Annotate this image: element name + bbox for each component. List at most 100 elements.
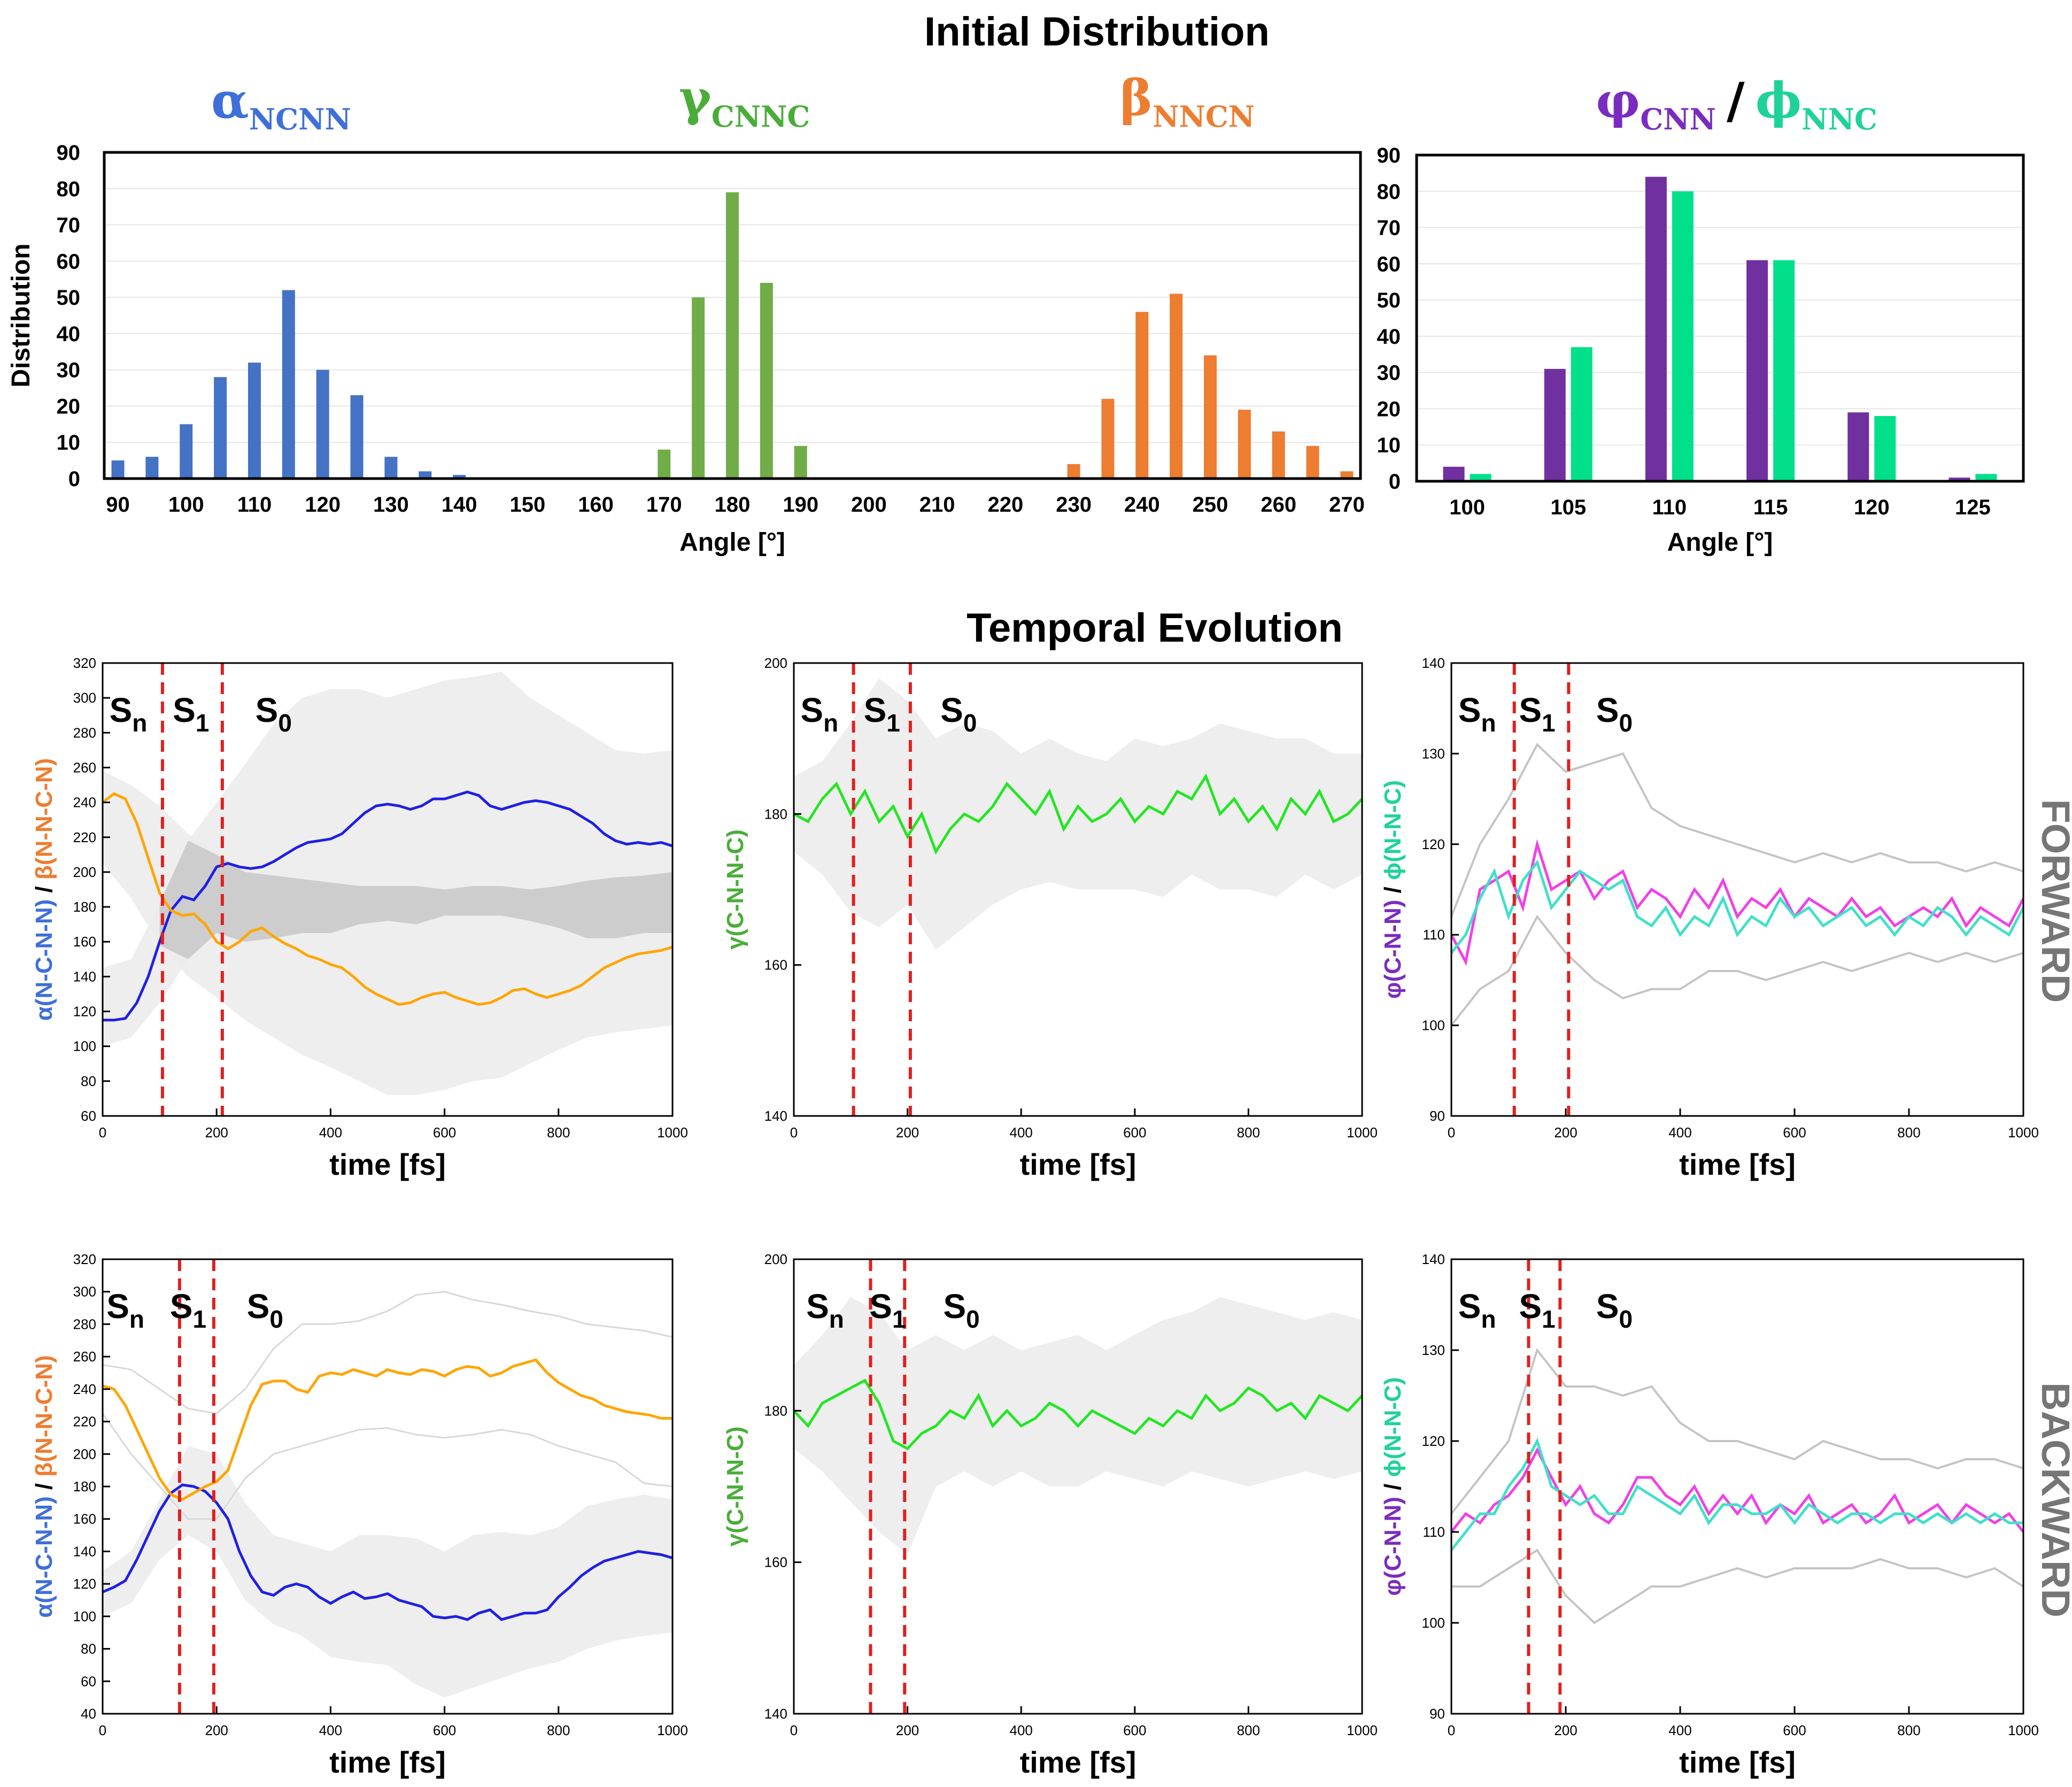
y-tick-label: 60 (81, 1108, 96, 1124)
state-label: S1 (864, 691, 900, 737)
x-tick-label: 150 (509, 493, 545, 517)
chart-bwd_ab: Sn S1 S0 0 200 400 600 800 1000 40 60 80 100 120 140 16… (31, 1251, 688, 1779)
x-tick-label: 0 (790, 1124, 798, 1141)
y-tick-label: 90 (57, 141, 81, 165)
y-tick-label: 100 (1422, 1615, 1445, 1631)
x-tick-label: 100 (1449, 496, 1485, 519)
bar (180, 424, 193, 479)
series-line-ϕ (1451, 859, 2023, 954)
bar (1874, 416, 1896, 481)
state-label: Sn (1458, 1287, 1496, 1333)
bar (1470, 474, 1491, 481)
plot-frame (1450, 1258, 2024, 1715)
row-label-forward: FORWARD (2034, 799, 2072, 1003)
plot-frame (793, 662, 1363, 1117)
y-tick-label: 60 (81, 1673, 96, 1689)
y-tick-label: 130 (1422, 745, 1445, 761)
bar (1672, 191, 1694, 481)
y-tick-label: 100 (1422, 1018, 1445, 1034)
state-label: Sn (110, 691, 148, 737)
y-tick-label: 10 (1377, 434, 1401, 457)
legend-phi: φCNN / ϕNNC (1596, 72, 1877, 136)
legend-beta: βNNCN (1120, 69, 1255, 134)
x-tick-label: 200 (851, 493, 887, 517)
title-temporal-evolution: Temporal Evolution (967, 605, 1343, 651)
y-tick-label: 320 (73, 1251, 96, 1267)
x-tick-label: 90 (106, 493, 130, 517)
y-tick-label: 200 (73, 864, 96, 880)
legend-alpha: αNCNN (211, 72, 351, 136)
bar (214, 377, 227, 479)
legend-gamma: γCNNC (679, 69, 810, 134)
y-tick-label: 130 (1422, 1342, 1445, 1358)
x-tick-label: 800 (1237, 1722, 1260, 1738)
y-tick-label: 20 (1377, 397, 1401, 421)
y-tick-label: 90 (1377, 144, 1401, 167)
plot-frame (793, 1258, 1363, 1715)
plot-area (794, 1297, 1362, 1555)
x-tick-label: 1000 (657, 1124, 688, 1141)
y-tick-label: 90 (1429, 1108, 1445, 1124)
y-tick-label: 50 (1377, 289, 1401, 312)
state-label: Sn (106, 1287, 144, 1333)
x-axis-label: Angle [°] (679, 528, 785, 557)
y-tick-label: 180 (73, 899, 96, 915)
bar (726, 192, 739, 479)
x-tick-label: 0 (99, 1722, 106, 1738)
plot-area (103, 672, 672, 1095)
x-tick-label: 260 (1261, 493, 1296, 517)
plot-area (1451, 1347, 2023, 1624)
x-tick-label: 1000 (657, 1722, 688, 1738)
y-tick-label: 120 (1422, 836, 1445, 852)
x-tick-label: 120 (1854, 496, 1890, 519)
y-tick-label: 260 (73, 1349, 96, 1365)
chart-dist-phi: 0 10 20 30 40 50 60 70 80 90 100 105 110 115 120 125 Ang… (1377, 144, 2025, 557)
x-tick-label: 1000 (1347, 1124, 1378, 1141)
x-axis-label: time [fs] (329, 1147, 446, 1181)
bar (316, 369, 329, 479)
state-label: S1 (173, 691, 209, 737)
y-tick-label: 140 (764, 1706, 787, 1722)
y-tick-label: 100 (73, 1038, 96, 1054)
y-tick-label: 120 (1422, 1433, 1445, 1449)
x-axis-label: time [fs] (329, 1745, 446, 1779)
bar (1238, 410, 1251, 479)
x-axis-label: time [fs] (1679, 1147, 1796, 1181)
y-tick-label: 70 (57, 214, 81, 237)
x-tick-label: 140 (442, 493, 477, 517)
bar (1272, 431, 1285, 479)
bar (248, 363, 261, 479)
y-tick-label: 70 (1377, 217, 1401, 240)
state-label: S0 (1596, 691, 1633, 737)
x-tick-label: 0 (790, 1722, 798, 1738)
spread-band (103, 672, 672, 1046)
y-axis-label: γ(C-N-N-C) (722, 1427, 748, 1547)
bar (453, 475, 466, 479)
y-axis-label: Distribution (7, 243, 35, 387)
y-tick-label: 200 (764, 655, 787, 671)
x-tick-label: 800 (1237, 1124, 1260, 1141)
plot-frame (1415, 153, 2025, 483)
bar (1135, 312, 1149, 479)
bar (1067, 464, 1080, 479)
state-label: S1 (869, 1287, 906, 1333)
y-tick-label: 320 (73, 655, 96, 671)
bar (794, 446, 807, 479)
bar (1170, 294, 1183, 479)
x-tick-label: 400 (319, 1722, 342, 1738)
x-axis-label: time [fs] (1679, 1745, 1796, 1779)
spread-edge (103, 1413, 672, 1520)
bar (1101, 398, 1115, 479)
y-tick-label: 160 (73, 1511, 96, 1527)
y-tick-label: 180 (764, 806, 787, 822)
x-tick-label: 200 (896, 1124, 919, 1141)
chart-dist-main: 0 10 20 30 40 50 60 70 80 90 90 100 110 120 130 140 150 1… (7, 141, 1365, 557)
x-tick-label: 600 (433, 1722, 456, 1738)
spread-band (103, 1446, 672, 1698)
x-tick-label: 190 (783, 493, 818, 517)
bar (1847, 412, 1869, 481)
series-line-φ (1451, 839, 2023, 966)
x-tick-label: 200 (896, 1722, 919, 1738)
x-tick-label: 125 (1955, 496, 1991, 519)
plot-frame (102, 662, 674, 1117)
